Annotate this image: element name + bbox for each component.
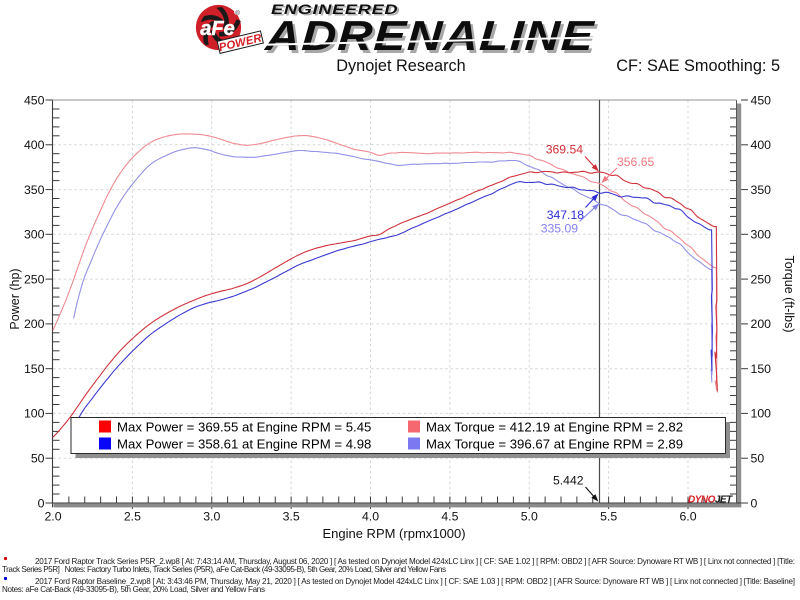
svg-text:100: 100 (751, 407, 772, 421)
svg-text:50: 50 (31, 452, 45, 466)
svg-text:5.442: 5.442 (553, 474, 584, 488)
svg-text:200: 200 (751, 317, 772, 331)
svg-text:250: 250 (24, 272, 45, 286)
svg-text:450: 450 (24, 93, 45, 107)
svg-text:5.0: 5.0 (521, 510, 538, 524)
svg-text:335.09: 335.09 (541, 222, 578, 236)
svg-text:Engine RPM (rpmx1000): Engine RPM (rpmx1000) (322, 526, 465, 541)
svg-text:347.18: 347.18 (547, 208, 584, 222)
svg-text:Max Power = 369.55 at Engine R: Max Power = 369.55 at Engine RPM = 5.45 (117, 420, 371, 435)
svg-text:6.0: 6.0 (679, 510, 696, 524)
svg-text:100: 100 (24, 407, 45, 421)
svg-text:4.5: 4.5 (441, 510, 458, 524)
svg-text:200: 200 (24, 317, 45, 331)
svg-text:Track Series P5R] Notes: Fac: Track Series P5R] Notes: Factory Turbo I… (2, 565, 446, 574)
svg-text:369.54: 369.54 (546, 143, 583, 157)
svg-text:2.0: 2.0 (44, 510, 61, 524)
svg-text:5.5: 5.5 (600, 510, 617, 524)
svg-text:150: 150 (24, 362, 45, 376)
svg-text:Notes: aFe Cat-Back (49-33095-: Notes: aFe Cat-Back (49-33095-B), 5th Ge… (2, 585, 265, 594)
svg-text:4.0: 4.0 (362, 510, 379, 524)
svg-text:DYNOJET: DYNOJET (688, 495, 733, 506)
svg-text:300: 300 (751, 228, 772, 242)
svg-text:300: 300 (24, 228, 45, 242)
svg-text:Torque (ft-lbs): Torque (ft-lbs) (782, 255, 796, 332)
svg-text:356.65: 356.65 (617, 155, 654, 169)
svg-text:350: 350 (751, 183, 772, 197)
svg-text:2017 Ford Raptor Baseline_2.wp: 2017 Ford Raptor Baseline_2.wp8 [ At: 3:… (35, 577, 795, 586)
svg-text:2017 Ford Raptor Track Series: 2017 Ford Raptor Track Series P5R_2.wp8 … (35, 557, 795, 566)
svg-text:Max Torque = 396.67 at Engine: Max Torque = 396.67 at Engine RPM = 2.89 (426, 437, 683, 452)
svg-text:400: 400 (751, 138, 772, 152)
svg-text:0: 0 (751, 496, 758, 510)
svg-text:50: 50 (751, 452, 765, 466)
svg-text:150: 150 (751, 362, 772, 376)
svg-text:Max Power = 358.61 at Engine R: Max Power = 358.61 at Engine RPM = 4.98 (117, 437, 371, 452)
svg-text:CF: SAE Smoothing: 5: CF: SAE Smoothing: 5 (616, 57, 780, 75)
svg-text:350: 350 (24, 183, 45, 197)
svg-text:Power (hp): Power (hp) (8, 268, 22, 329)
svg-text:Max Torque = 412.19 at Engine: Max Torque = 412.19 at Engine RPM = 2.82 (426, 420, 683, 435)
svg-text:®: ® (235, 9, 240, 17)
svg-text:Dynojet Research: Dynojet Research (336, 57, 465, 75)
svg-text:3.5: 3.5 (283, 510, 300, 524)
svg-text:2.5: 2.5 (124, 510, 141, 524)
svg-text:400: 400 (24, 138, 45, 152)
svg-text:250: 250 (751, 272, 772, 286)
svg-text:aFe: aFe (200, 18, 234, 40)
svg-text:450: 450 (751, 93, 772, 107)
svg-text:3.0: 3.0 (203, 510, 220, 524)
svg-text:0: 0 (38, 496, 45, 510)
